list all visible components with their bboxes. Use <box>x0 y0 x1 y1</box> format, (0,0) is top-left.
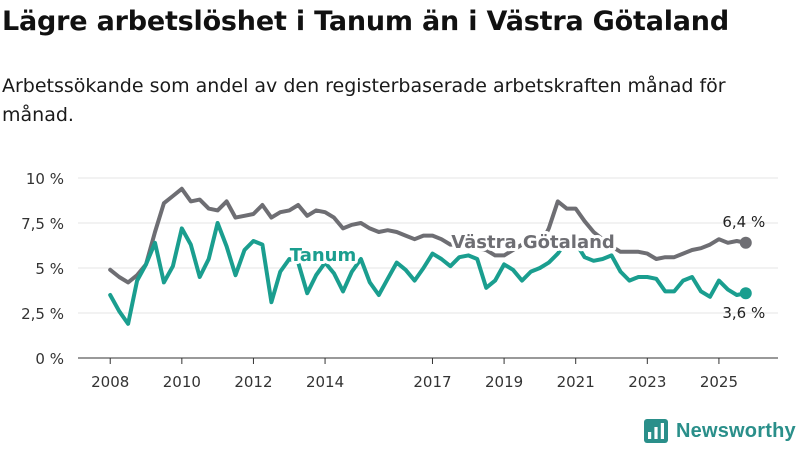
logo-text: Newsworthy <box>676 419 796 442</box>
series-label-vastra-gotaland-halo: Västra Götaland <box>451 232 615 253</box>
end-point-tanum <box>739 287 752 300</box>
x-tick-label: 2012 <box>234 373 272 391</box>
axes: 0 % 2,5 % 5 % 7,5 % 10 % 2008 2010 2012 2014 2017… <box>21 170 778 391</box>
x-tick-label: 2023 <box>628 373 666 391</box>
y-tick-label: 10 % <box>26 170 64 188</box>
y-tick-label: 2,5 % <box>21 305 64 323</box>
series-label-tanum: Tanum <box>290 245 357 266</box>
x-tick-label: 2017 <box>413 373 451 391</box>
chart-title: Lägre arbetslöshet i Tanum än i Västra G… <box>2 6 729 37</box>
series-label-tanum-halo: Tanum <box>290 245 357 266</box>
end-value-label: 6,4 % <box>722 213 765 231</box>
series-line-tanum <box>108 221 748 326</box>
x-tick-label: 2021 <box>557 373 595 391</box>
end-value-label: 3,6 % <box>722 304 765 322</box>
x-tick-label: 2008 <box>91 373 129 391</box>
x-tick-label: 2010 <box>163 373 201 391</box>
gridlines <box>78 177 778 314</box>
x-tick-label: 2014 <box>306 373 344 391</box>
end-point-vastra-gotaland <box>739 236 752 249</box>
x-tick-label: 2019 <box>485 373 523 391</box>
series-line-vastra-gotaland <box>108 186 748 285</box>
newsworthy-logo: Newsworthy <box>644 419 796 443</box>
x-tick-label: 2025 <box>700 373 738 391</box>
bar-chart-icon <box>644 419 668 443</box>
series-lines <box>108 186 748 326</box>
y-tick-label: 5 % <box>35 260 64 278</box>
series-label-vastra-gotaland: Västra Götaland <box>451 232 615 253</box>
chart-subtitle: Arbetssökande som andel av den registerb… <box>2 75 726 126</box>
y-tick-label: 0 % <box>35 350 64 368</box>
y-tick-label: 7,5 % <box>21 215 64 233</box>
